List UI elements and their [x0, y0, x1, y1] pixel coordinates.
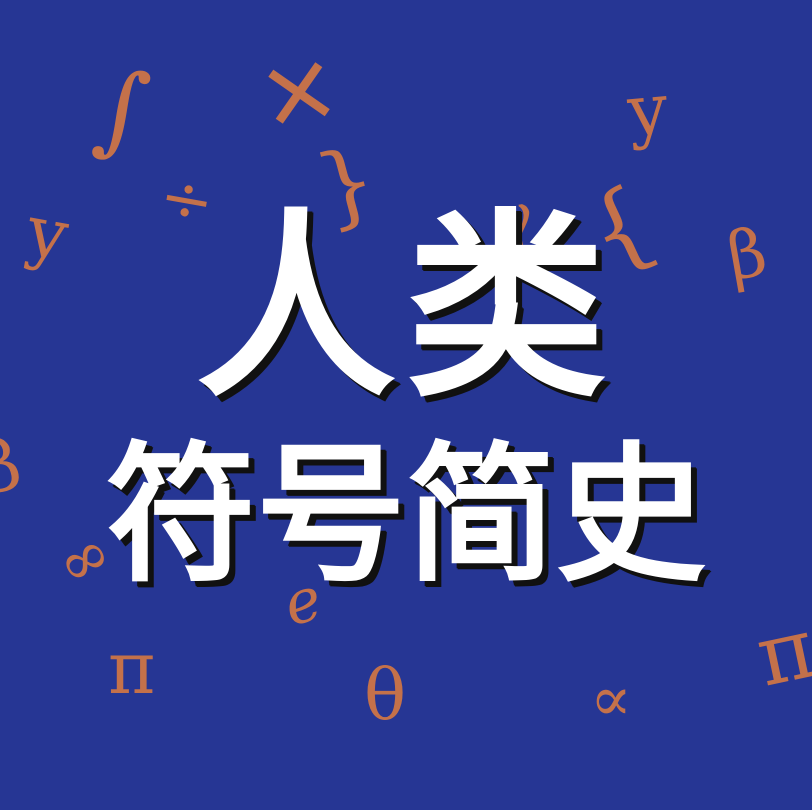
proportional-symbol: ∝: [590, 662, 632, 735]
integral-symbol: ∫: [88, 47, 157, 172]
poster-title-sub: 符号简史: [105, 427, 706, 603]
pi-symbol-left: π: [108, 626, 156, 710]
y-symbol-top-right: y: [624, 67, 672, 153]
pi-symbol-right: π: [748, 598, 812, 706]
theta-symbol: θ: [364, 654, 407, 736]
poster-title-main: 人类: [195, 190, 616, 425]
